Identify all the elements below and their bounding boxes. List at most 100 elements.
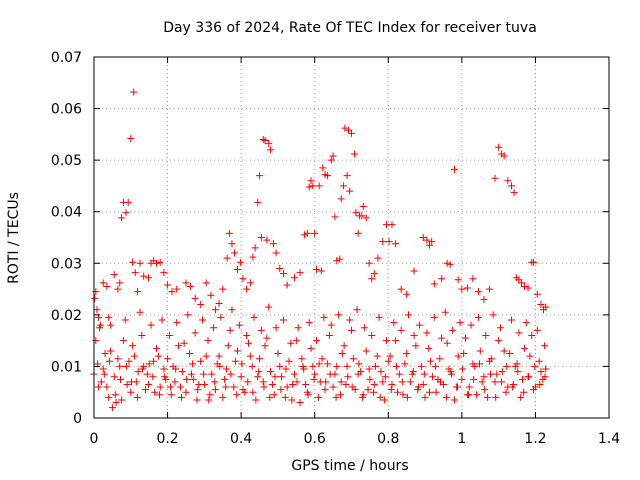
data-point	[183, 375, 191, 383]
data-point	[430, 313, 438, 321]
data-point	[298, 355, 306, 363]
data-point	[331, 213, 339, 221]
data-point	[178, 368, 186, 376]
data-point	[536, 380, 544, 388]
data-point	[110, 271, 118, 279]
data-point	[491, 174, 499, 182]
data-point	[116, 362, 124, 370]
data-point	[350, 150, 358, 158]
data-point	[462, 334, 470, 342]
data-point	[421, 393, 429, 401]
data-point	[153, 344, 161, 352]
data-point	[239, 386, 247, 394]
data-point	[315, 182, 323, 190]
data-point	[379, 378, 387, 386]
data-point	[276, 264, 284, 272]
chart-title: Day 336 of 2024, Rate Of TEC Index for r…	[163, 20, 537, 36]
data-point	[397, 285, 405, 293]
data-point	[186, 282, 194, 290]
data-point	[281, 393, 289, 401]
data-point	[305, 319, 313, 327]
data-point	[358, 212, 366, 220]
data-point	[210, 324, 218, 332]
data-point	[153, 259, 161, 267]
data-point	[309, 362, 317, 370]
data-point	[296, 399, 304, 407]
data-point	[530, 386, 538, 394]
data-point	[481, 386, 489, 394]
data-point	[495, 143, 503, 151]
data-point	[93, 306, 101, 314]
data-point	[122, 362, 130, 370]
data-point	[208, 370, 216, 378]
data-point	[314, 393, 322, 401]
data-point	[221, 375, 229, 383]
data-point	[492, 393, 500, 401]
data-point	[467, 321, 475, 329]
data-point	[265, 303, 273, 311]
data-point	[476, 360, 484, 368]
data-point	[236, 258, 244, 266]
data-point	[437, 378, 445, 386]
y-tick-label: 0.01	[51, 359, 82, 375]
y-tick-label: 0.03	[51, 256, 82, 272]
data-point	[224, 342, 232, 350]
data-point	[202, 279, 210, 287]
data-point	[531, 362, 539, 370]
data-point	[425, 388, 433, 396]
data-point	[128, 378, 136, 386]
data-point	[272, 249, 280, 257]
data-point	[482, 331, 490, 339]
data-point	[517, 393, 525, 401]
data-point	[111, 391, 119, 399]
data-point	[246, 352, 254, 360]
data-point	[97, 378, 105, 386]
data-point	[140, 272, 148, 280]
data-point	[110, 373, 118, 381]
data-point	[313, 265, 321, 273]
data-point	[251, 244, 259, 252]
x-tick-label: 0.2	[156, 431, 178, 447]
data-point	[448, 370, 456, 378]
data-point	[105, 393, 113, 401]
data-point	[423, 236, 431, 244]
data-point	[469, 275, 477, 283]
data-point	[254, 198, 262, 206]
data-point	[290, 370, 298, 378]
data-point	[353, 306, 361, 314]
data-point	[403, 290, 411, 298]
data-point	[471, 362, 479, 370]
data-point	[365, 259, 373, 267]
data-point	[453, 383, 461, 391]
data-point	[219, 285, 227, 293]
data-point	[249, 388, 257, 396]
data-point	[194, 386, 202, 394]
data-point	[458, 285, 466, 293]
data-point	[364, 386, 372, 394]
data-point	[362, 214, 370, 222]
data-point	[484, 393, 492, 401]
data-point	[261, 342, 269, 350]
data-point	[310, 375, 318, 383]
x-tick-label: 0.4	[230, 431, 252, 447]
data-point	[257, 234, 265, 241]
data-point	[384, 357, 392, 365]
data-point	[279, 270, 287, 278]
data-point	[134, 368, 142, 376]
data-point	[379, 238, 387, 246]
data-point	[423, 329, 431, 337]
data-point	[371, 362, 379, 370]
data-point	[105, 313, 113, 321]
data-point	[339, 182, 347, 190]
data-point	[233, 265, 241, 273]
data-point	[500, 152, 508, 160]
data-point	[493, 370, 501, 378]
data-point	[290, 274, 298, 282]
data-point	[274, 350, 282, 358]
data-point	[409, 368, 417, 376]
data-point	[392, 362, 400, 370]
data-point	[320, 313, 328, 321]
data-point	[416, 321, 424, 329]
data-point	[410, 267, 418, 275]
